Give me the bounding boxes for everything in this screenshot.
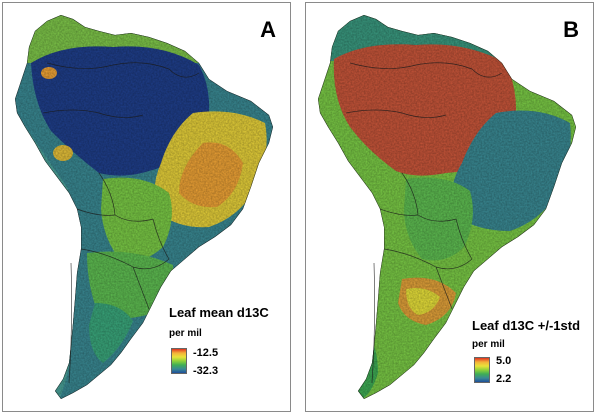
legend-high-label: 5.0 [496,355,512,367]
legend-high-label: -12.5 [193,347,219,359]
legend-color-bar [171,348,187,374]
map-a-graphic [15,15,273,399]
legend-unit: per mil [472,339,505,350]
legend-title: Leaf d13C +/-1std [472,318,581,333]
legend-title: Leaf mean d13C [169,305,269,320]
legend-unit: per mil [169,328,202,339]
legend-low-label: 2.2 [496,373,512,385]
map-panel-b: B Leaf d13C +/-1std per mil 5.0 2.2 [305,2,594,412]
map-b-graphic [318,15,576,399]
map-panel-a: A Leaf mean d13C per mil -12.5 -32.3 [2,2,291,412]
legend-low-label: -32.3 [193,365,219,377]
panel-letter: A [260,17,276,42]
legend-color-bar [474,357,490,383]
panel-letter: B [563,17,579,42]
